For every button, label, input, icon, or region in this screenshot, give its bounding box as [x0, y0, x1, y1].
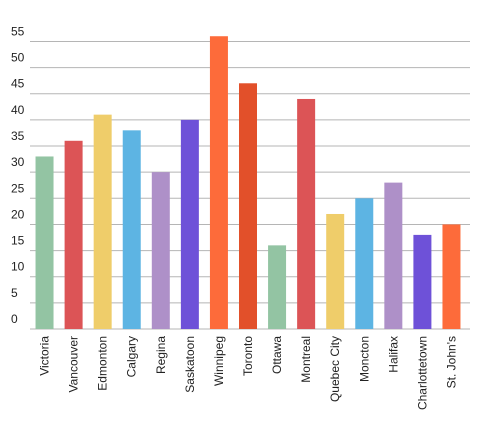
bar: [180, 119, 199, 329]
x-tick-label: Ottawa: [270, 336, 284, 374]
y-tick-label: 50: [11, 51, 25, 65]
x-tick-label: Winnipeg: [212, 336, 226, 386]
x-tick-label: Halifax: [386, 336, 400, 373]
x-tick-label: Calgary: [125, 336, 139, 377]
x-tick-label: Saskatoon: [183, 336, 197, 393]
x-tick-label: Montreal: [299, 336, 313, 383]
bar: [413, 234, 432, 329]
y-tick-label: 55: [11, 24, 25, 38]
bar: [326, 213, 345, 329]
y-tick-label: 45: [11, 77, 25, 91]
y-tick-label: 20: [11, 207, 25, 221]
bar: [297, 98, 316, 330]
bar: [122, 130, 141, 329]
y-tick-label: 25: [11, 181, 25, 195]
y-tick-label: 5: [11, 286, 18, 300]
bar: [355, 198, 374, 329]
x-tick-label: Moncton: [357, 336, 371, 382]
bar: [93, 114, 112, 329]
bar: [442, 224, 461, 329]
bar: [384, 182, 403, 329]
x-tick-label: Edmonton: [96, 336, 110, 391]
y-tick-label: 10: [11, 260, 25, 274]
x-tick-label: Regina: [154, 336, 168, 374]
x-tick-label: Vancouver: [67, 336, 81, 392]
y-tick-label: 15: [11, 234, 25, 248]
y-tick-label: 0: [11, 312, 18, 326]
bar: [209, 36, 228, 330]
y-tick-label: 30: [11, 155, 25, 169]
bar: [35, 156, 54, 329]
bar: [64, 140, 83, 329]
bar: [239, 83, 257, 329]
y-tick-label: 35: [11, 129, 25, 143]
bar: [268, 245, 287, 329]
x-tick-label: St. John's: [444, 336, 458, 388]
x-tick-label: Victoria: [38, 336, 52, 376]
x-tick-label: Charlottetown: [415, 336, 429, 410]
bar: [151, 172, 170, 329]
x-tick-label: Toronto: [241, 336, 255, 376]
x-tick-label: Quebec City: [328, 336, 342, 402]
y-tick-label: 40: [11, 103, 25, 117]
